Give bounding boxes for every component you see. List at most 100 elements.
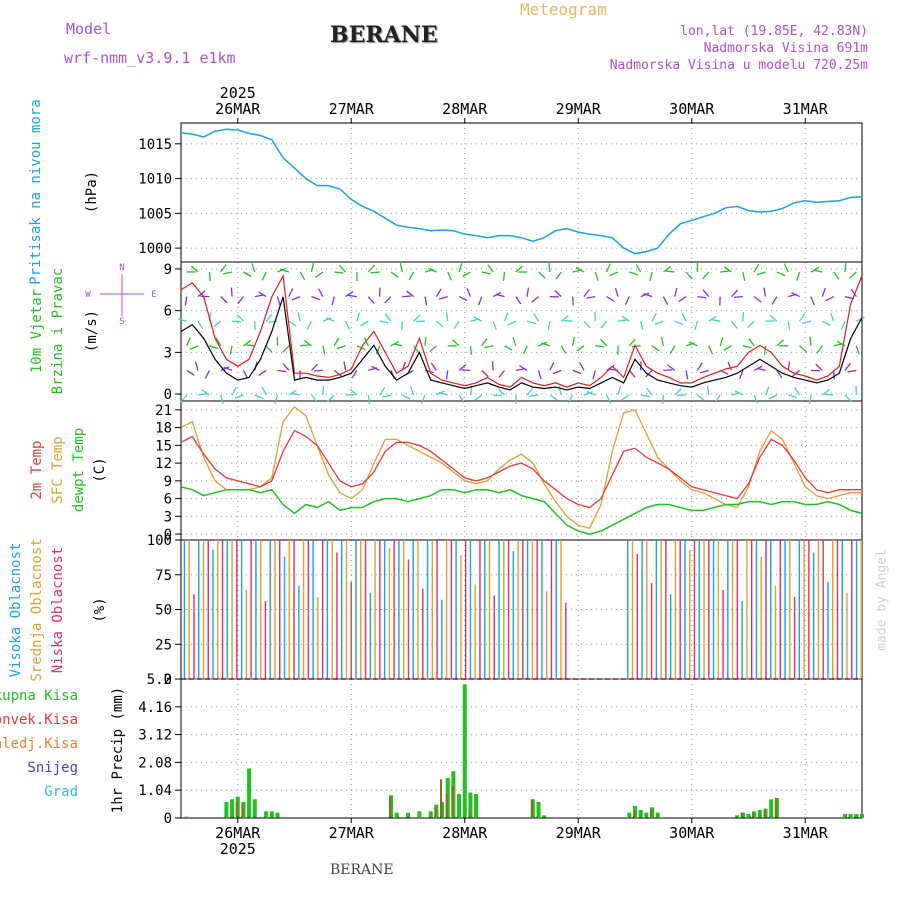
wind-arrow (243, 271, 252, 278)
wind-arrow (776, 339, 784, 347)
wind-arrow (665, 270, 675, 273)
wind-arrow (318, 288, 324, 297)
wind-arrow (242, 370, 249, 379)
convective-precip-bar (434, 807, 437, 818)
wind-arrow (824, 393, 834, 396)
wind-arrow (310, 263, 315, 273)
wind-arrow (572, 369, 582, 375)
wind-arrow (708, 345, 714, 355)
wind-arrow (399, 263, 403, 273)
wind-arrow (586, 391, 596, 396)
wind-arrow (288, 389, 297, 396)
wind-arrow (220, 366, 230, 372)
wind-arrow (197, 320, 204, 330)
cloud-bars (183, 540, 863, 679)
wind-arrow (856, 316, 865, 322)
total-precip-bar (457, 793, 462, 818)
wind-arrow (481, 369, 489, 378)
wind-arrow (190, 265, 199, 273)
wind-arrow (706, 385, 710, 396)
wind-arrow (849, 271, 857, 279)
y-tick-label: 2.08 (138, 755, 172, 771)
elevation-label: Nadmorska Visina 691m (703, 41, 868, 56)
total-precip-bar (184, 816, 189, 818)
y-tick-label: 9 (164, 262, 172, 278)
y-tick-label: 5.2 (147, 672, 172, 688)
wind-arrow (315, 271, 324, 278)
convective-precip-bar (440, 779, 443, 818)
wind-arrow (645, 387, 653, 396)
wind-arrow (787, 321, 791, 331)
wind-speed-line (180, 296, 863, 391)
wind-arrow (537, 370, 542, 380)
wind-arrow (445, 312, 449, 322)
wind-arrow (265, 313, 273, 322)
wind-arrow (696, 362, 703, 371)
wind-arrow (220, 394, 224, 404)
wind-arrow (694, 321, 699, 331)
wind-arrow (621, 394, 630, 401)
wind-arrow (497, 388, 505, 396)
wind-arrow (311, 394, 318, 403)
wind-arrow (343, 361, 347, 371)
wind-arrow (429, 345, 437, 353)
wind-arrow (702, 271, 710, 280)
bottom-day-label: 26MAR (215, 824, 261, 842)
total-precip-bar (638, 809, 643, 818)
wind-arrow (215, 337, 222, 347)
wind-arrow (184, 296, 188, 306)
wind-arrow (810, 266, 820, 273)
convective-precip-bar (530, 799, 533, 818)
convective-precip-bar (235, 801, 238, 818)
wind-arrow (555, 271, 562, 280)
wind-arrow (734, 390, 744, 396)
total-precip-bar (252, 799, 257, 818)
y-tick-label: 0 (164, 811, 172, 827)
wind-arrow (502, 271, 506, 282)
wind-arrow (424, 336, 427, 346)
wind-arrow (640, 394, 650, 398)
mid-cloud-axis-title: Srednja Oblacnost (29, 538, 45, 681)
wind-arrow (306, 320, 313, 330)
convective-precip-bar (650, 809, 653, 818)
wind-arrow (567, 394, 574, 404)
pressure-series-line (180, 128, 863, 255)
wind-arrow (533, 313, 540, 322)
wind-arrow (583, 289, 590, 298)
wind-arrow (458, 296, 468, 302)
wind-arrow (345, 291, 354, 298)
wind-arrow (261, 386, 267, 396)
convective-precip-bar (468, 812, 471, 818)
precip-panel-frame (180, 678, 863, 819)
compass-east-label: E (151, 290, 156, 300)
wind-arrow (753, 296, 762, 303)
wind-arrow (571, 336, 576, 346)
wind-axis-title-2: Brzina i Pravac (50, 268, 66, 394)
wind-arrow (742, 271, 746, 281)
wind-arrow (714, 394, 721, 403)
wind-arrow (844, 262, 847, 273)
wind-arrow (201, 389, 210, 396)
wind-arrow (245, 344, 255, 347)
wind-arrow (674, 320, 684, 326)
wind-arrow (847, 369, 857, 373)
wind-arrow (325, 317, 335, 322)
high-cloud-axis-title: Visoka Oblacnost (8, 543, 24, 678)
wind-arrow (662, 394, 665, 405)
wind-arrow (810, 296, 815, 306)
wind-arrow (402, 394, 411, 400)
wind-arrow (297, 312, 301, 322)
wind-arrow (274, 394, 279, 404)
wind-arrow (583, 391, 593, 396)
wind-arrow (451, 339, 460, 347)
wind-arrow (809, 336, 812, 346)
total-precip-bar (627, 812, 632, 818)
convective-precip-bar (388, 796, 391, 818)
y-tick-label: 75 (155, 568, 172, 584)
wind-arrow (576, 345, 585, 352)
wind-arrow (435, 288, 442, 297)
wind-arrow (821, 287, 826, 297)
wind-arrow (850, 288, 857, 297)
wind-arrow (339, 264, 347, 273)
